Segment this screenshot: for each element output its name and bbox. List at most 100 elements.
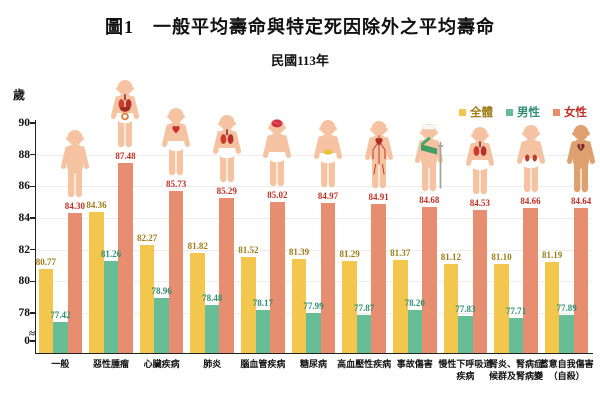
x-axis-category-label: 事故傷害 [376, 359, 454, 371]
broken-heart-icon [564, 123, 598, 193]
bar-value-label: 77.89 [556, 302, 577, 313]
bar-全體 [494, 263, 509, 353]
bar-value-label: 85.02 [267, 189, 288, 200]
y-axis-tick-label: 86 [18, 180, 31, 193]
x-axis-category-label-line: 高血壓性疾病 [337, 359, 392, 369]
x-axis-category-label-line: （自殺） [548, 370, 585, 381]
legend-item: 男性 [506, 104, 540, 120]
bar-男性 [458, 315, 473, 353]
bar-全體 [190, 252, 205, 353]
chart-subtitle: 民國113年 [271, 53, 329, 68]
bar-value-label: 81.52 [238, 245, 259, 256]
bar-女性 [472, 209, 488, 353]
bar-value-label: 77.71 [505, 305, 527, 316]
bar-男性 [255, 310, 271, 353]
bar-女性 [118, 162, 133, 353]
bar-value-label: 77.83 [455, 303, 476, 314]
x-axis-category-label-line: 糖尿病 [299, 359, 327, 369]
x-axis-category-label-line: 事故傷害 [396, 359, 433, 369]
bar-value-label: 85.73 [165, 178, 187, 189]
bar-全體 [291, 259, 307, 353]
y-axis-tick-label: 78 [18, 307, 31, 319]
bar-value-label: 78.20 [404, 297, 425, 308]
legend-swatch-icon [506, 108, 513, 116]
bar-女性 [371, 203, 386, 353]
bar-女性 [523, 207, 538, 353]
x-axis-category-label-line: 腎炎、腎病症 [489, 359, 544, 369]
bar-value-label: 81.12 [440, 251, 462, 262]
x-axis-category-label-line: 候群及腎病變 [489, 370, 544, 381]
x-axis-category-label-line: 一般 [51, 359, 70, 369]
bar-value-label: 78.96 [151, 285, 172, 296]
chart-title: 圖1 一般平均壽命與特定死因除外之平均壽命 [105, 17, 495, 37]
bar-value-label: 82.27 [136, 233, 158, 244]
bar-全體 [139, 245, 155, 353]
legend-item: 全體 [459, 104, 493, 120]
bar-value-label: 78.48 [202, 293, 223, 304]
lungs-icon [210, 113, 244, 183]
x-axis-category-label: 慢性下呼吸道 疾病 [426, 359, 504, 382]
bar-value-label: 77.99 [303, 301, 324, 312]
bar-value-label: 84.91 [368, 191, 389, 202]
bar-value-label: 84.36 [86, 200, 107, 211]
bar-全體 [241, 257, 256, 353]
bar-value-label: 81.29 [339, 248, 360, 259]
plain-body-icon [58, 128, 92, 198]
bar-全體 [544, 262, 560, 353]
bar-男性 [508, 317, 524, 353]
y-axis-tick-label: 84 [18, 212, 31, 224]
legend-label: 全體 [470, 107, 493, 119]
y-axis-tick [30, 280, 35, 283]
bar-value-label: 85.29 [216, 185, 237, 196]
bar-全體 [38, 269, 54, 353]
gridline [36, 249, 592, 251]
bar-value-label: 80.77 [35, 257, 56, 268]
bar-value-label: 77.42 [50, 310, 71, 321]
x-axis-category-label: 肺炎 [173, 359, 251, 371]
bar-value-label: 84.53 [469, 197, 491, 208]
bar-全體 [393, 259, 408, 353]
x-axis-category-label-line: 心臟疾病 [143, 359, 180, 369]
bar-女性 [168, 190, 184, 353]
bar-男性 [407, 309, 423, 353]
bar-value-label: 84.97 [317, 190, 339, 201]
bar-男性 [154, 297, 169, 353]
bar-全體 [443, 263, 459, 353]
respiratory-tract-icon [463, 125, 497, 195]
bar-value-label: 77.87 [354, 303, 375, 314]
x-axis-category-label: 腎炎、腎病症 候群及腎病變 [477, 359, 555, 382]
legend-label: 男性 [517, 107, 540, 119]
x-axis-category-label: 高血壓性疾病 [325, 359, 403, 371]
heart-icon [159, 106, 193, 176]
gridline [36, 281, 592, 283]
y-axis-tick [30, 340, 35, 342]
legend-swatch-icon [459, 108, 466, 116]
y-axis-tick [30, 217, 35, 219]
bar-value-label: 81.10 [491, 251, 512, 262]
bar-value-label: 84.64 [571, 195, 592, 206]
y-axis-zero-label: 0 [24, 335, 30, 347]
bar-男性 [103, 261, 119, 353]
y-axis-tick [30, 248, 35, 251]
y-axis-tick [30, 153, 35, 156]
legend-swatch-icon [553, 108, 560, 116]
bar-value-label: 78.17 [252, 298, 273, 309]
bar-value-label: 81.39 [288, 247, 310, 258]
x-axis-category-label: 一般 [21, 359, 99, 371]
bar-全體 [89, 212, 104, 353]
bar-男性 [559, 314, 574, 353]
bar-女性 [573, 207, 589, 353]
gridline [36, 186, 592, 188]
legend: 全體 男性 女性 [459, 104, 587, 120]
x-axis-category-label-line: 疾病 [456, 370, 475, 381]
y-axis-break-icon: ≈ [29, 328, 36, 340]
brain-icon [260, 117, 294, 187]
gridline [36, 154, 592, 156]
x-axis-category-label: 蓄意自我傷害 （自殺） [528, 359, 600, 382]
x-axis-category-label-line: 惡性腫瘤 [92, 359, 129, 369]
circulatory-system-icon [362, 119, 396, 189]
y-axis-tick [30, 122, 35, 124]
bar-value-label: 87.48 [115, 150, 136, 161]
x-axis-category-label-line: 慢性下呼吸道 [438, 359, 493, 369]
y-axis-tick [30, 312, 35, 314]
